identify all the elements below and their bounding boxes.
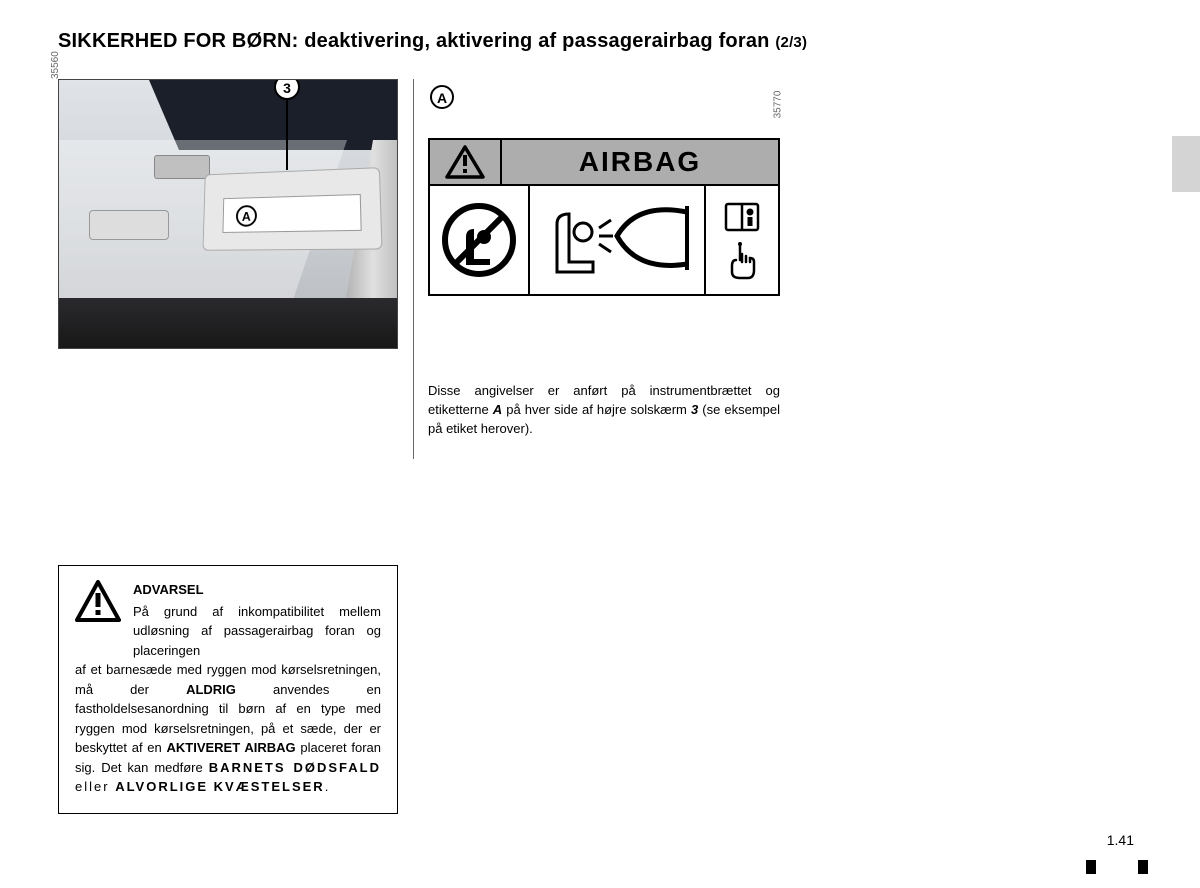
figure2-reference: 35770 [773,91,784,119]
warning-title: ADVARSEL [133,580,381,600]
airbag-label-body [430,186,778,294]
page-number: 1.41 [1107,832,1134,848]
sun-visor-shape: A [203,167,383,251]
airbag-header-triangle-icon [430,140,502,184]
warning-bold-2: AKTIVERET AIRBAG [166,740,295,755]
airbag-warning-label: AIRBAG [428,138,780,296]
warning-mid: eller [75,779,115,794]
warning-triangle-icon [75,580,121,627]
airbag-header-text: AIRBAG [502,146,778,178]
label-description: Disse angivelser er anført på instrument… [428,382,780,439]
title-rest: deaktivering, aktivering af passagerairb… [298,30,775,52]
column-left: 35560 A 3 [58,79,398,814]
dashboard-shape [59,298,397,348]
figure1-reference: 35560 [50,51,61,79]
desc-em-A: A [493,402,502,417]
warning-text-1: På grund af inkompatibilitet mellem udlø… [133,604,381,658]
title-count: (2/3) [775,34,807,51]
content-columns: 35560 A 3 [58,79,1150,814]
overhead-console-shape [154,155,210,179]
airbag-prohibition-icon [430,186,530,294]
warning-text-2: af et barnesæde med ryggen mod kør­selsr… [75,660,381,797]
column-middle: A 35770 AIRBAG [428,79,798,814]
airbag-impact-icon [530,186,706,294]
callout-3-circle: 3 [274,79,300,100]
warning-box: ADVARSEL På grund af inkompatibilitet me… [58,565,398,814]
callout-3-leader [286,100,288,170]
warning-bold-1: ALDRIG [186,682,236,697]
warning-end: . [325,779,329,794]
callout-3: 3 [274,79,300,100]
airbag-manual-icon [706,186,778,294]
title-main: SIKKERHED FOR BØRN: [58,30,298,52]
desc-seg-2: på hver side af højre solskærm [502,402,691,417]
sunroof-shape [149,80,397,150]
side-tab [1172,136,1200,192]
label-A-circle: A [430,85,454,109]
column-divider [413,79,414,459]
crop-marks [1086,860,1148,874]
page-title: SIKKERHED FOR BØRN: deaktivering, aktive… [58,30,1150,53]
warning-bold-3: BARNETS DØDSFALD [209,760,381,775]
warning-bold-4: ALVORLIGE KVÆSTELSER [115,779,325,794]
rearview-mirror-shape [89,210,169,240]
airbag-label-header: AIRBAG [430,140,778,186]
figure-interior-photo: A 3 [58,79,398,349]
